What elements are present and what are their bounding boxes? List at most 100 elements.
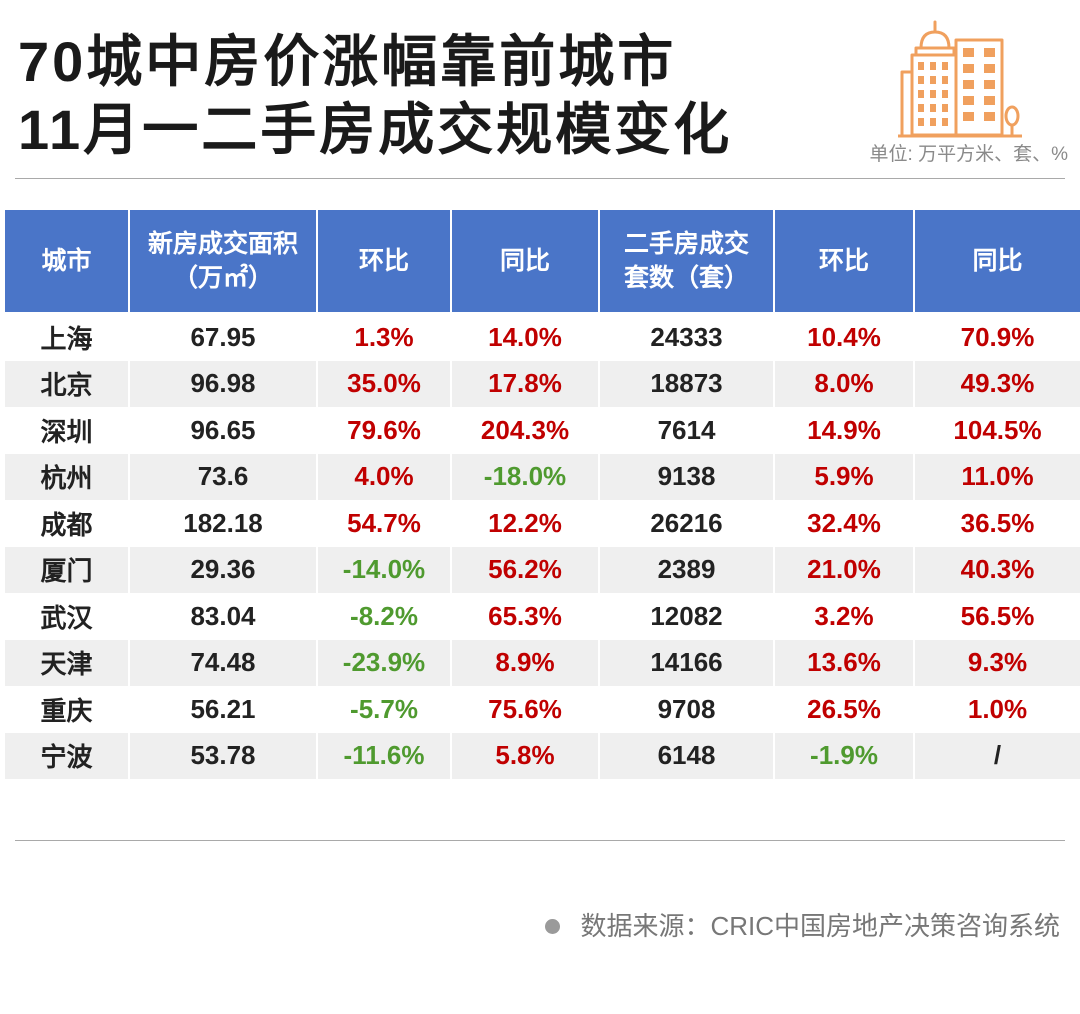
source-text: 数据来源：CRIC中国房地产决策咨询系统 — [580, 911, 1060, 941]
second-yoy-cell: 9.3% — [915, 639, 1080, 686]
second-yoy-cell: 11.0% — [915, 453, 1080, 500]
second-units-cell: 12082 — [600, 593, 775, 640]
second-yoy-cell: / — [915, 732, 1080, 779]
second-mom-cell: 26.5% — [775, 686, 915, 733]
new-area-cell: 83.04 — [130, 593, 318, 640]
table-row: 天津 74.48 -23.9% 8.9% 14166 13.6% 9.3% — [5, 639, 1080, 686]
new-mom-cell: -14.0% — [318, 546, 452, 593]
city-cell: 武汉 — [5, 593, 130, 640]
second-units-cell: 6148 — [600, 732, 775, 779]
new-yoy-cell: 5.8% — [452, 732, 600, 779]
new-yoy-cell: 8.9% — [452, 639, 600, 686]
new-area-cell: 67.95 — [130, 314, 318, 361]
new-yoy-cell: 65.3% — [452, 593, 600, 640]
title-divider — [15, 178, 1065, 179]
header-new-yoy: 同比 — [452, 210, 600, 314]
second-units-cell: 18873 — [600, 360, 775, 407]
second-yoy-cell: 40.3% — [915, 546, 1080, 593]
title-line-1: 70城中房价涨幅靠前城市 — [18, 30, 677, 93]
city-cell: 杭州 — [5, 453, 130, 500]
new-yoy-cell: 17.8% — [452, 360, 600, 407]
new-mom-cell: -11.6% — [318, 732, 452, 779]
second-units-cell: 7614 — [600, 407, 775, 454]
new-mom-cell: 4.0% — [318, 453, 452, 500]
city-cell: 深圳 — [5, 407, 130, 454]
new-yoy-cell: 75.6% — [452, 686, 600, 733]
second-mom-cell: 13.6% — [775, 639, 915, 686]
new-yoy-cell: 12.2% — [452, 500, 600, 547]
data-table: 城市 新房成交面积 （万㎡） 环比 同比 二手房成交 套数（套） 环比 同比 上… — [5, 210, 1080, 779]
new-yoy-cell: 204.3% — [452, 407, 600, 454]
new-mom-cell: -23.9% — [318, 639, 452, 686]
table-row: 上海 67.95 1.3% 14.0% 24333 10.4% 70.9% — [5, 314, 1080, 361]
title-line-2: 11月一二手房成交规模变化 — [18, 98, 733, 161]
new-mom-cell: -8.2% — [318, 593, 452, 640]
city-cell: 北京 — [5, 360, 130, 407]
header-second-units-line-1: 二手房成交 — [623, 230, 749, 258]
city-cell: 重庆 — [5, 686, 130, 733]
second-units-cell: 9708 — [600, 686, 775, 733]
second-units-cell: 24333 — [600, 314, 775, 361]
second-yoy-cell: 1.0% — [967, 693, 1028, 724]
city-cell: 成都 — [5, 500, 130, 547]
header-second-units: 二手房成交 套数（套） — [600, 210, 775, 314]
second-yoy-cell: 104.5% — [953, 414, 1042, 445]
table-row: 宁波 53.78 -11.6% 5.8% 6148 -1.9% / — [5, 732, 1080, 779]
dot-icon — [545, 918, 561, 934]
second-mom-cell: 32.4% — [775, 500, 915, 547]
city-cell: 宁波 — [5, 732, 130, 779]
table-row: 杭州 73.6 4.0% -18.0% 9138 5.9% 11.0% — [5, 453, 1080, 500]
new-mom-cell: 35.0% — [318, 360, 452, 407]
new-mom-cell: -5.7% — [318, 686, 452, 733]
new-yoy-cell: -18.0% — [452, 453, 600, 500]
second-units-cell: 2389 — [600, 546, 775, 593]
second-yoy-cell: 36.5% — [960, 507, 1035, 538]
table-row: 厦门 29.36 -14.0% 56.2% 2389 21.0% 40.3% — [5, 546, 1080, 593]
city-cell: 上海 — [5, 314, 130, 361]
page-title: 70城中房价涨幅靠前城市 11月一二手房成交规模变化 — [18, 28, 732, 164]
second-mom-cell: 3.2% — [775, 593, 915, 640]
source-note: 数据来源：CRIC中国房地产决策咨询系统 — [545, 906, 1060, 946]
second-mom-cell: 8.0% — [775, 360, 915, 407]
table-row: 深圳 96.65 79.6% 204.3% 7614 14.9% 104.5% — [5, 407, 1080, 454]
header-new-area-line-2: （万㎡） — [172, 264, 273, 292]
city-buildings-icon — [898, 20, 1022, 140]
new-yoy-cell: 14.0% — [452, 314, 600, 361]
table-row: 重庆 56.21 -5.7% 75.6% 9708 26.5% 1.0% — [5, 686, 1080, 733]
new-area-cell: 74.48 — [130, 639, 318, 686]
table-row: 武汉 83.04 -8.2% 65.3% 12082 3.2% 56.5% — [5, 593, 1080, 640]
city-cell: 天津 — [5, 639, 130, 686]
second-mom-cell: -1.9% — [775, 732, 915, 779]
second-mom-cell: 10.4% — [775, 314, 915, 361]
second-mom-cell: 21.0% — [775, 546, 915, 593]
header-new-mom: 环比 — [318, 210, 452, 314]
second-units-cell: 26216 — [600, 500, 775, 547]
second-yoy-cell: 70.9% — [960, 321, 1035, 352]
second-units-cell: 9138 — [600, 453, 775, 500]
header-new-area: 新房成交面积 （万㎡） — [130, 210, 318, 314]
second-mom-cell: 14.9% — [775, 407, 915, 454]
city-cell: 厦门 — [5, 546, 130, 593]
new-area-cell: 96.98 — [130, 360, 318, 407]
new-area-cell: 73.6 — [130, 453, 318, 500]
footer-divider — [15, 840, 1065, 841]
new-area-cell: 96.65 — [130, 407, 318, 454]
table-header-row: 城市 新房成交面积 （万㎡） 环比 同比 二手房成交 套数（套） 环比 同比 — [5, 210, 1080, 314]
second-yoy-cell: 56.5% — [960, 600, 1035, 631]
new-area-cell: 56.21 — [130, 686, 318, 733]
new-area-cell: 182.18 — [130, 500, 318, 547]
header-second-units-line-2: 套数（套） — [623, 264, 749, 292]
new-mom-cell: 79.6% — [318, 407, 452, 454]
new-mom-cell: 54.7% — [318, 500, 452, 547]
new-mom-cell: 1.3% — [318, 314, 452, 361]
table-row: 北京 96.98 35.0% 17.8% 18873 8.0% 49.3% — [5, 360, 1080, 407]
second-mom-cell: 5.9% — [775, 453, 915, 500]
second-yoy-cell: 49.3% — [915, 360, 1080, 407]
header-new-area-line-1: 新房成交面积 — [147, 230, 298, 258]
new-yoy-cell: 56.2% — [452, 546, 600, 593]
table-row: 成都 182.18 54.7% 12.2% 26216 32.4% 36.5% — [5, 500, 1080, 547]
unit-note: 单位: 万平方米、套、% — [869, 144, 1068, 165]
header-city: 城市 — [5, 210, 130, 314]
new-area-cell: 29.36 — [130, 546, 318, 593]
header-second-mom: 环比 — [775, 210, 915, 314]
